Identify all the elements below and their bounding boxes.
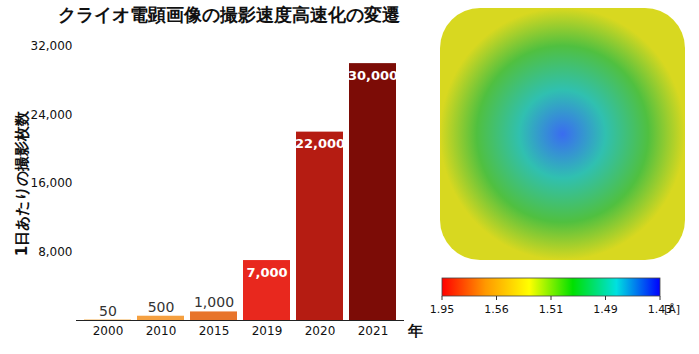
svg-text:500: 500 xyxy=(148,299,175,315)
svg-text:50: 50 xyxy=(99,303,117,319)
svg-text:1.56: 1.56 xyxy=(484,303,509,316)
svg-text:32,000: 32,000 xyxy=(31,39,73,53)
svg-text:1.95: 1.95 xyxy=(430,303,455,316)
svg-text:1日あたりの撮影枚数: 1日あたりの撮影枚数 xyxy=(13,110,31,256)
svg-text:1.51: 1.51 xyxy=(539,303,564,316)
svg-text:22,000: 22,000 xyxy=(295,136,345,151)
svg-text:[Å]: [Å] xyxy=(664,303,680,316)
svg-text:2020: 2020 xyxy=(305,324,336,338)
svg-text:年: 年 xyxy=(407,322,423,340)
svg-text:7,000: 7,000 xyxy=(246,265,287,280)
svg-text:8,000: 8,000 xyxy=(38,245,72,259)
svg-text:24,000: 24,000 xyxy=(31,108,73,122)
html-text:クライオ電顕画像の撮影速度高速化の変遷: クライオ電顕画像の撮影速度高速化の変遷 xyxy=(58,4,400,25)
svg-text:2019: 2019 xyxy=(252,324,283,338)
svg-text:1,000: 1,000 xyxy=(194,294,234,310)
svg-text:2015: 2015 xyxy=(199,324,230,338)
svg-text:16,000: 16,000 xyxy=(31,176,73,190)
svg-text:2000: 2000 xyxy=(93,324,124,338)
svg-text:2010: 2010 xyxy=(146,324,177,338)
svg-text:2021: 2021 xyxy=(358,324,389,338)
svg-text:30,000: 30,000 xyxy=(348,68,398,83)
svg-text:1.43: 1.43 xyxy=(647,303,673,316)
svg-text:1.49: 1.49 xyxy=(593,303,618,316)
